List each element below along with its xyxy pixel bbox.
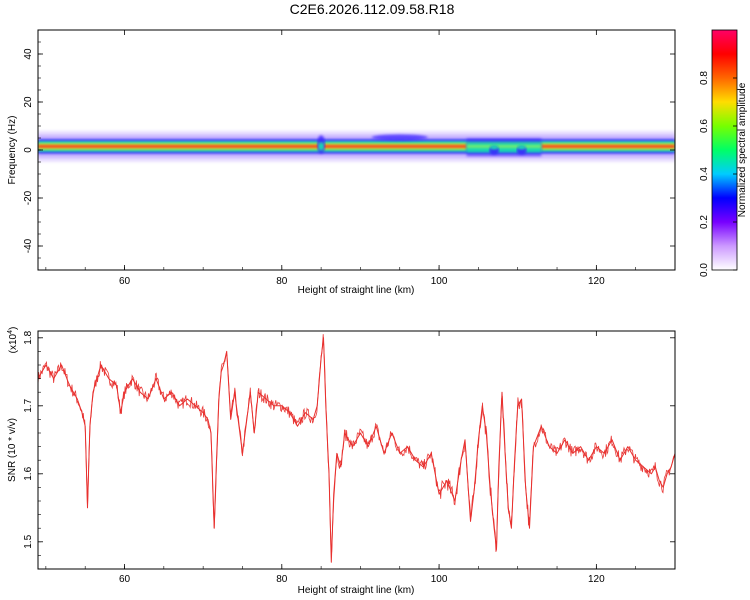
snr-y-tick-label: 1.8	[23, 330, 34, 344]
snr-y-tick-label: 1.7	[23, 398, 34, 412]
spectrogram-x-tick-label: 100	[431, 276, 448, 287]
snr-y-tick-label: 1.5	[23, 534, 34, 548]
snr-frame	[37, 330, 676, 570]
snr-series-noise	[38, 334, 675, 553]
snr-plot-area	[38, 334, 675, 563]
colorbar-label: Normalized spectral amplitude	[737, 82, 748, 217]
spectrogram-x-label: Height of straight line (km)	[298, 285, 415, 296]
colorbar-ticks: 0.0 0.2 0.4 0.6 0.8	[699, 71, 737, 277]
feature-upper-halo	[371, 134, 428, 141]
snr-x-tick-label: 120	[588, 574, 605, 585]
band-core	[38, 144, 675, 148]
feature-broadening-ridge	[466, 144, 542, 148]
spectrogram-panel: 60 80 100 120 -40 -20 0 20 40 Height of straigh…	[7, 29, 676, 296]
spectrogram-x-tick-label: 80	[276, 276, 288, 287]
feature-bulge-core	[318, 142, 325, 151]
spectrogram-y-tick-label: 20	[23, 96, 34, 108]
colorbar-tick-label: 0.6	[699, 119, 710, 133]
spectrogram-y-ticks: -40 -20 0 20 40	[23, 29, 675, 271]
snr-y-multiplier: (x104)	[7, 327, 19, 354]
spectrogram-x-ticks: 60 80 100 120	[45, 30, 676, 287]
colorbar: 0.0 0.2 0.4 0.6 0.8 Normalized spectral ampl…	[699, 29, 748, 277]
spectrogram-x-tick-label: 60	[119, 276, 131, 287]
spectrogram-y-tick-label: -40	[23, 238, 34, 253]
colorbar-tick-label: 0.4	[699, 167, 710, 181]
snr-x-tick-label: 100	[431, 574, 448, 585]
spectrogram-plot-area	[38, 130, 675, 162]
figure-title: C2E6.2026.112.09.58.R18	[290, 1, 455, 17]
snr-x-tick-label: 60	[119, 574, 131, 585]
colorbar-ramp	[711, 29, 738, 271]
snr-x-label: Height of straight line (km)	[298, 585, 415, 596]
snr-panel: 60 80 100 120 1.5 1.6 1.7 1.8 Height of straig…	[7, 327, 676, 596]
feature-dip-core	[517, 145, 526, 150]
colorbar-tick-label: 0.2	[699, 215, 710, 229]
snr-x-tick-label: 80	[276, 574, 288, 585]
snr-x-ticks: 60 80 100 120	[45, 331, 676, 585]
colorbar-tick-label: 0.0	[699, 263, 710, 277]
spectrogram-y-tick-label: -20	[23, 190, 34, 205]
snr-y-ticks: 1.5 1.6 1.7 1.8	[23, 330, 675, 570]
snr-y-tick-label: 1.6	[23, 466, 34, 480]
colorbar-tick-label: 0.8	[699, 71, 710, 85]
spectrogram-y-label: Frequency (Hz)	[7, 116, 18, 185]
spectrogram-x-tick-label: 120	[588, 276, 605, 287]
feature-dip-core	[490, 145, 499, 150]
snr-y-label: SNR (10 * v/v)	[7, 418, 18, 482]
spectrogram-y-tick-label: 40	[23, 48, 34, 60]
spectrogram-y-tick-label: 0	[23, 147, 34, 153]
